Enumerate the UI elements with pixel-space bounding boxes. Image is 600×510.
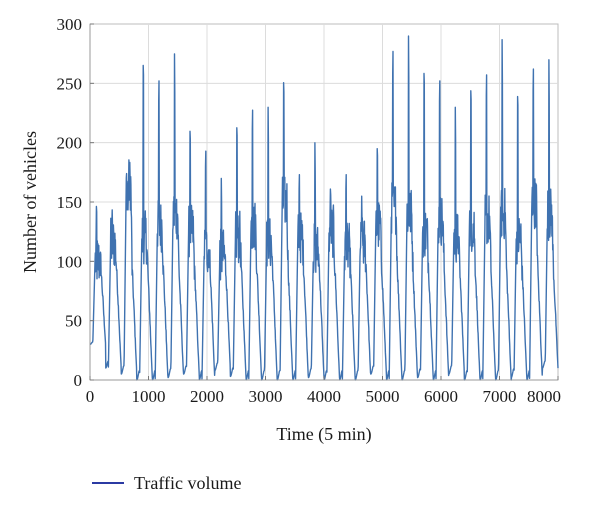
legend: Traffic volume [92,473,242,493]
y-tick-label: 100 [57,252,83,271]
y-tick-label: 250 [57,74,83,93]
x-tick-label: 0 [86,387,95,406]
axes: 0 1000 2000 3000 4000 5000 6000 7000 8000 0 50 100 1… [57,15,562,406]
x-tick-label: 7000 [483,387,517,406]
x-tick-label: 6000 [424,387,458,406]
y-tick-label: 300 [57,15,83,34]
x-tick-label: 2000 [190,387,224,406]
y-tick-label: 50 [65,312,82,331]
x-tick-label: 5000 [366,387,400,406]
x-tick-label: 4000 [307,387,341,406]
x-tick-label: 3000 [249,387,283,406]
legend-label-traffic-volume: Traffic volume [134,473,242,493]
y-tick-label: 150 [57,193,83,212]
x-axis-title: Time (5 min) [276,424,371,445]
y-axis-title: Number of vehicles [20,131,40,273]
x-tick-label: 1000 [132,387,166,406]
y-tick-label: 200 [57,134,83,153]
y-tick-label: 0 [74,371,83,390]
x-tick-label: 8000 [527,387,561,406]
